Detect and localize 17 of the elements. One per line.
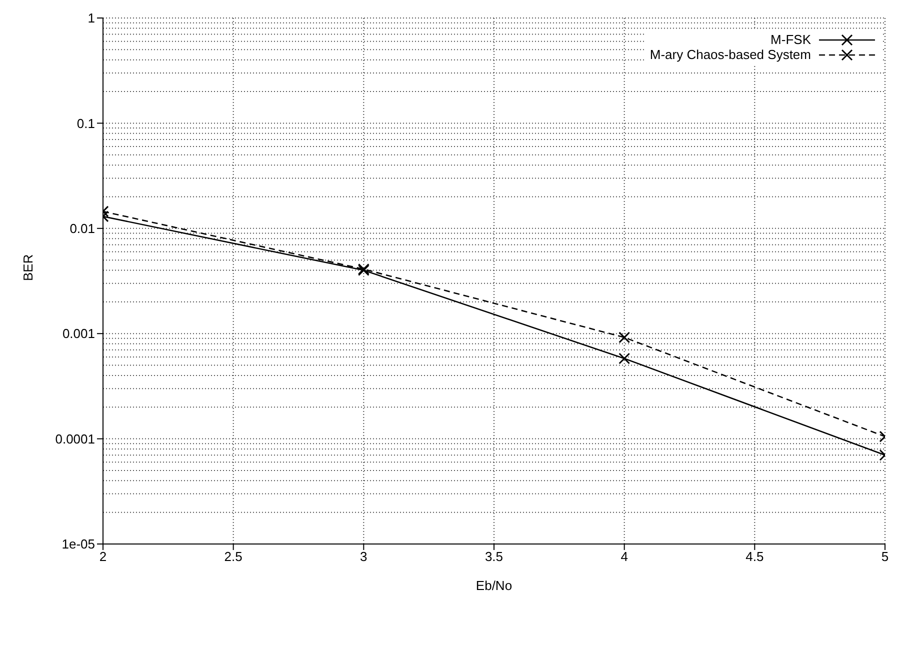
x-tick-label: 4 bbox=[620, 549, 628, 564]
x-tick-label: 3.5 bbox=[484, 549, 504, 564]
y-axis-title: BER bbox=[20, 254, 36, 281]
y-tick-label: 0.0001 bbox=[55, 431, 95, 446]
y-tick-label: 0.1 bbox=[76, 116, 95, 131]
y-tick-label: 0.01 bbox=[70, 221, 95, 236]
x-tick-label: 4.5 bbox=[746, 549, 764, 564]
x-tick-label: 5 bbox=[881, 549, 889, 564]
legend-label: M-FSK bbox=[770, 32, 811, 47]
x-tick-label: 2.5 bbox=[224, 549, 242, 564]
y-tick-label: 1e-05 bbox=[62, 536, 95, 552]
x-axis-title: Eb/No bbox=[476, 578, 512, 593]
y-tick-label: 0.001 bbox=[62, 326, 95, 342]
legend-label: M-ary Chaos-based System bbox=[650, 47, 811, 62]
x-tick-label: 3 bbox=[360, 549, 368, 564]
x-tick-label: 2 bbox=[99, 549, 107, 564]
y-tick-label: 1 bbox=[88, 10, 95, 26]
